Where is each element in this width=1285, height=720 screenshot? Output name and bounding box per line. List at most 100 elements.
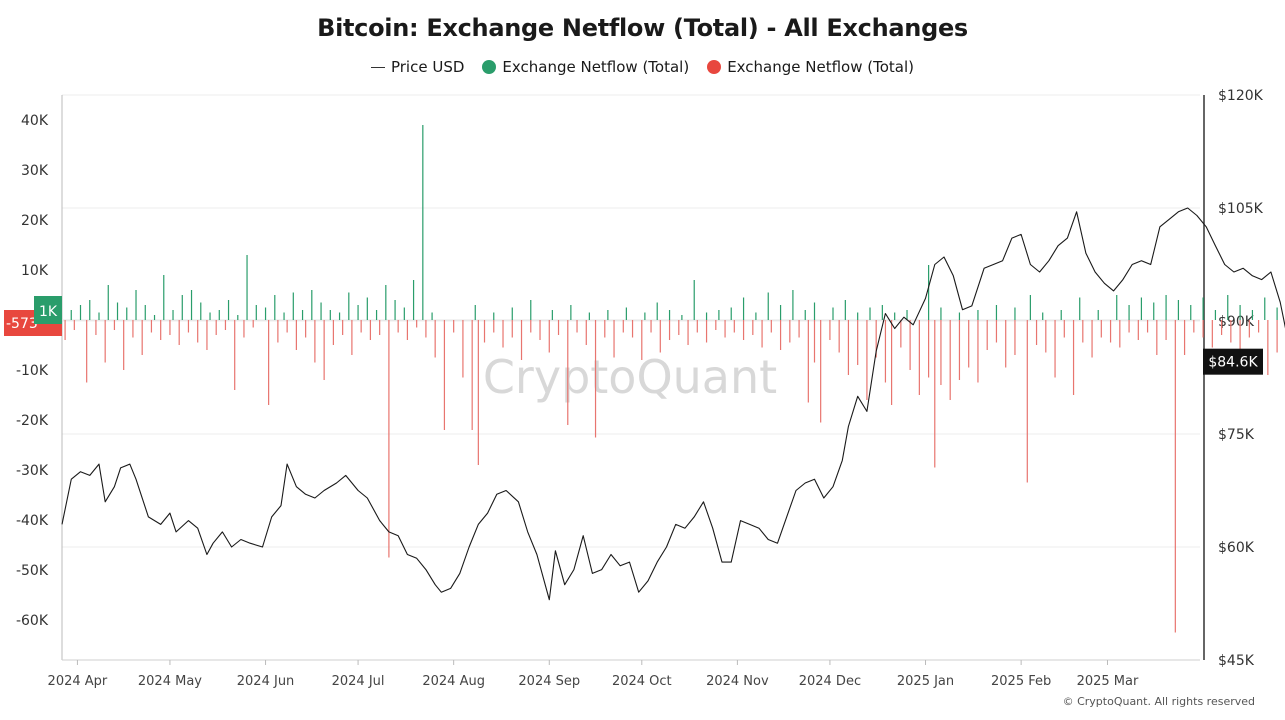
- netflow-bar: [1276, 307, 1278, 320]
- netflow-bar: [567, 320, 569, 425]
- netflow-bar: [332, 320, 334, 345]
- left-axis-tick-label: -50K: [16, 563, 49, 579]
- netflow-positive-badge: [34, 296, 62, 324]
- netflow-bar: [1026, 320, 1028, 483]
- netflow-bar: [1153, 302, 1155, 320]
- legend-item-netflow-negative[interactable]: Exchange Netflow (Total): [707, 58, 914, 76]
- netflow-bar: [474, 305, 476, 320]
- netflow-bar: [884, 320, 887, 383]
- netflow-bar: [869, 307, 871, 320]
- netflow-bar: [511, 307, 513, 320]
- legend-item-price[interactable]: Price USD: [370, 58, 464, 76]
- netflow-bar: [252, 320, 254, 328]
- netflow-bar: [1239, 320, 1241, 358]
- netflow-bar: [918, 320, 920, 395]
- netflow-bar: [949, 320, 951, 400]
- netflow-bar: [511, 320, 513, 338]
- left-axis-tick-label: 20K: [21, 213, 49, 229]
- left-axis-tick-label: -10K: [16, 363, 49, 379]
- netflow-bar: [348, 292, 350, 320]
- netflow-bar: [613, 320, 615, 358]
- netflow-bar: [295, 320, 297, 350]
- right-axis-tick-label: $120K: [1218, 88, 1264, 104]
- netflow-bar: [434, 320, 436, 358]
- netflow-bar: [320, 302, 322, 320]
- price-badge: [1203, 348, 1263, 375]
- x-axis-tick-label: 2025 Feb: [991, 674, 1051, 689]
- netflow-bar: [934, 320, 936, 468]
- netflow-bar: [779, 305, 782, 320]
- netflow-bar: [844, 300, 846, 320]
- netflow-bar: [779, 320, 782, 350]
- green-dot-icon: [482, 60, 497, 74]
- netflow-bar: [311, 290, 313, 320]
- netflow-bar: [107, 285, 109, 320]
- netflow-bar: [477, 320, 479, 465]
- copyright-notice: © CryptoQuant. All rights reserved: [1062, 695, 1255, 708]
- netflow-bar: [403, 307, 405, 320]
- netflow-bar: [70, 310, 72, 320]
- chart-title: Bitcoin: Exchange Netflow (Total) - All …: [317, 14, 968, 42]
- netflow-bar: [625, 307, 627, 320]
- netflow-negative-badge-label: -573: [6, 316, 38, 332]
- netflow-bar: [789, 320, 791, 343]
- netflow-bar: [1082, 320, 1084, 343]
- netflow-bar: [237, 315, 239, 320]
- chart-legend: Price USD Exchange Netflow (Total) Excha…: [0, 58, 1285, 76]
- x-axis-tick-label: 2025 Mar: [1077, 674, 1139, 689]
- netflow-bar: [234, 320, 236, 390]
- netflow-bar: [1276, 320, 1278, 353]
- netflow-bar: [1193, 320, 1195, 333]
- netflow-bar: [1165, 320, 1167, 340]
- netflow-bar: [1230, 320, 1232, 343]
- x-axis-tick-label: 2025 Jan: [897, 674, 954, 689]
- netflow-bar: [847, 320, 850, 375]
- netflow-bar: [875, 320, 877, 358]
- netflow-bar: [813, 320, 816, 363]
- netflow-bar: [705, 320, 708, 343]
- netflow-bar: [379, 320, 381, 335]
- netflow-bar: [268, 320, 270, 405]
- netflow-bar: [1079, 297, 1081, 320]
- netflow-bar: [416, 320, 418, 328]
- netflow-bar: [958, 312, 961, 320]
- x-axis-tick-label: 2024 Jul: [332, 674, 385, 689]
- netflow-bar: [502, 320, 504, 348]
- line-swatch-icon: [370, 66, 385, 68]
- legend-item-netflow-positive[interactable]: Exchange Netflow (Total): [482, 58, 689, 76]
- netflow-bar: [360, 320, 362, 333]
- left-axis-tick-label: -20K: [16, 413, 49, 429]
- netflow-bar: [718, 310, 720, 320]
- netflow-bar: [866, 320, 868, 400]
- netflow-bar: [190, 290, 193, 320]
- netflow-bar: [1097, 310, 1099, 320]
- netflow-bar: [255, 305, 257, 320]
- netflow-bar: [1251, 310, 1254, 320]
- netflow-bar: [1146, 320, 1149, 333]
- netflow-bar: [1239, 305, 1241, 320]
- x-axis-tick-label: 2024 Oct: [612, 674, 672, 689]
- netflow-bar: [89, 300, 91, 320]
- netflow-bar: [425, 320, 427, 338]
- netflow-bar: [813, 302, 816, 320]
- netflow-bar: [1045, 320, 1047, 353]
- left-axis-tick-label: -60K: [16, 613, 49, 629]
- netflow-bar: [163, 275, 165, 320]
- netflow-bar: [369, 320, 372, 340]
- netflow-bar: [530, 320, 532, 333]
- netflow-bar: [144, 305, 146, 320]
- netflow-bar: [1116, 295, 1118, 320]
- netflow-bar: [668, 320, 671, 340]
- legend-label-netflow-negative: Exchange Netflow (Total): [727, 58, 914, 76]
- price-line: [61, 207, 1285, 601]
- netflow-bar: [366, 297, 368, 320]
- netflow-bar: [153, 315, 156, 320]
- netflow-bar: [277, 320, 279, 343]
- netflow-bar: [742, 320, 745, 340]
- netflow-bar: [607, 310, 609, 320]
- netflow-bar: [493, 320, 495, 333]
- netflow-bar: [357, 305, 359, 320]
- netflow-bar: [160, 320, 162, 340]
- netflow-bar: [1014, 320, 1016, 355]
